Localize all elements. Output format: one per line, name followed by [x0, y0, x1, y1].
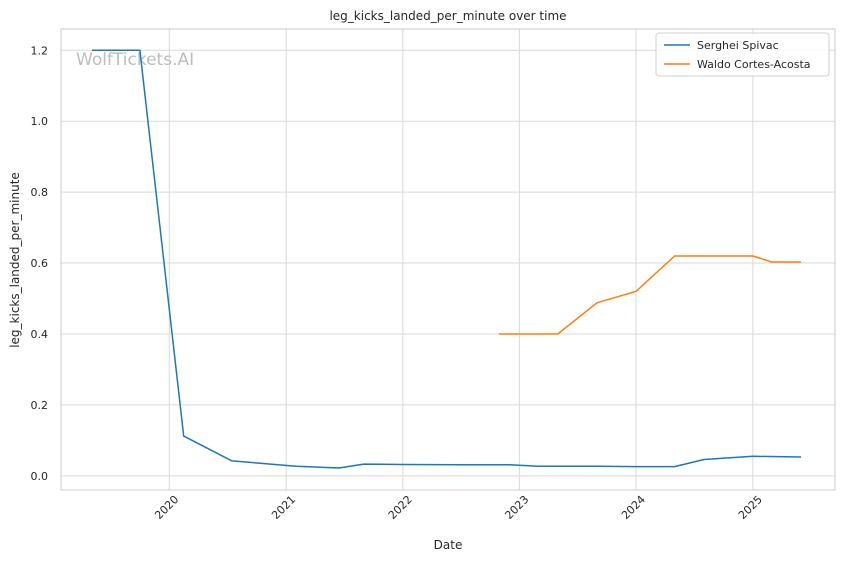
y-tick-label: 1.0 — [31, 115, 49, 128]
y-tick-label: 0.0 — [31, 470, 49, 483]
legend-label: Waldo Cortes-Acosta — [697, 58, 811, 71]
series-line-0 — [92, 49, 802, 469]
legend-label: Serghei Spivac — [697, 39, 779, 52]
watermark: WolfTickets.AI — [76, 50, 194, 70]
x-axis-label: Date — [434, 538, 463, 552]
plot-frame — [60, 28, 836, 491]
y-tick-label: 0.6 — [31, 257, 49, 270]
y-tick-label: 1.2 — [31, 44, 49, 57]
y-tick-label: 0.8 — [31, 186, 49, 199]
y-tick-label: 0.2 — [31, 399, 49, 412]
series-line-1 — [499, 255, 802, 335]
series-layer — [92, 49, 802, 469]
y-axis-ticks: 0.0 0.2 0.4 0.6 0.8 1.0 1.2 — [31, 44, 49, 483]
y-axis-label: leg_kicks_landed_per_minute — [8, 172, 22, 348]
legend-box — [655, 32, 830, 77]
legend: Serghei Spivac Waldo Cortes-Acosta — [655, 32, 830, 77]
chart-title: leg_kicks_landed_per_minute over time — [329, 9, 566, 23]
y-tick-label: 0.4 — [31, 328, 49, 341]
